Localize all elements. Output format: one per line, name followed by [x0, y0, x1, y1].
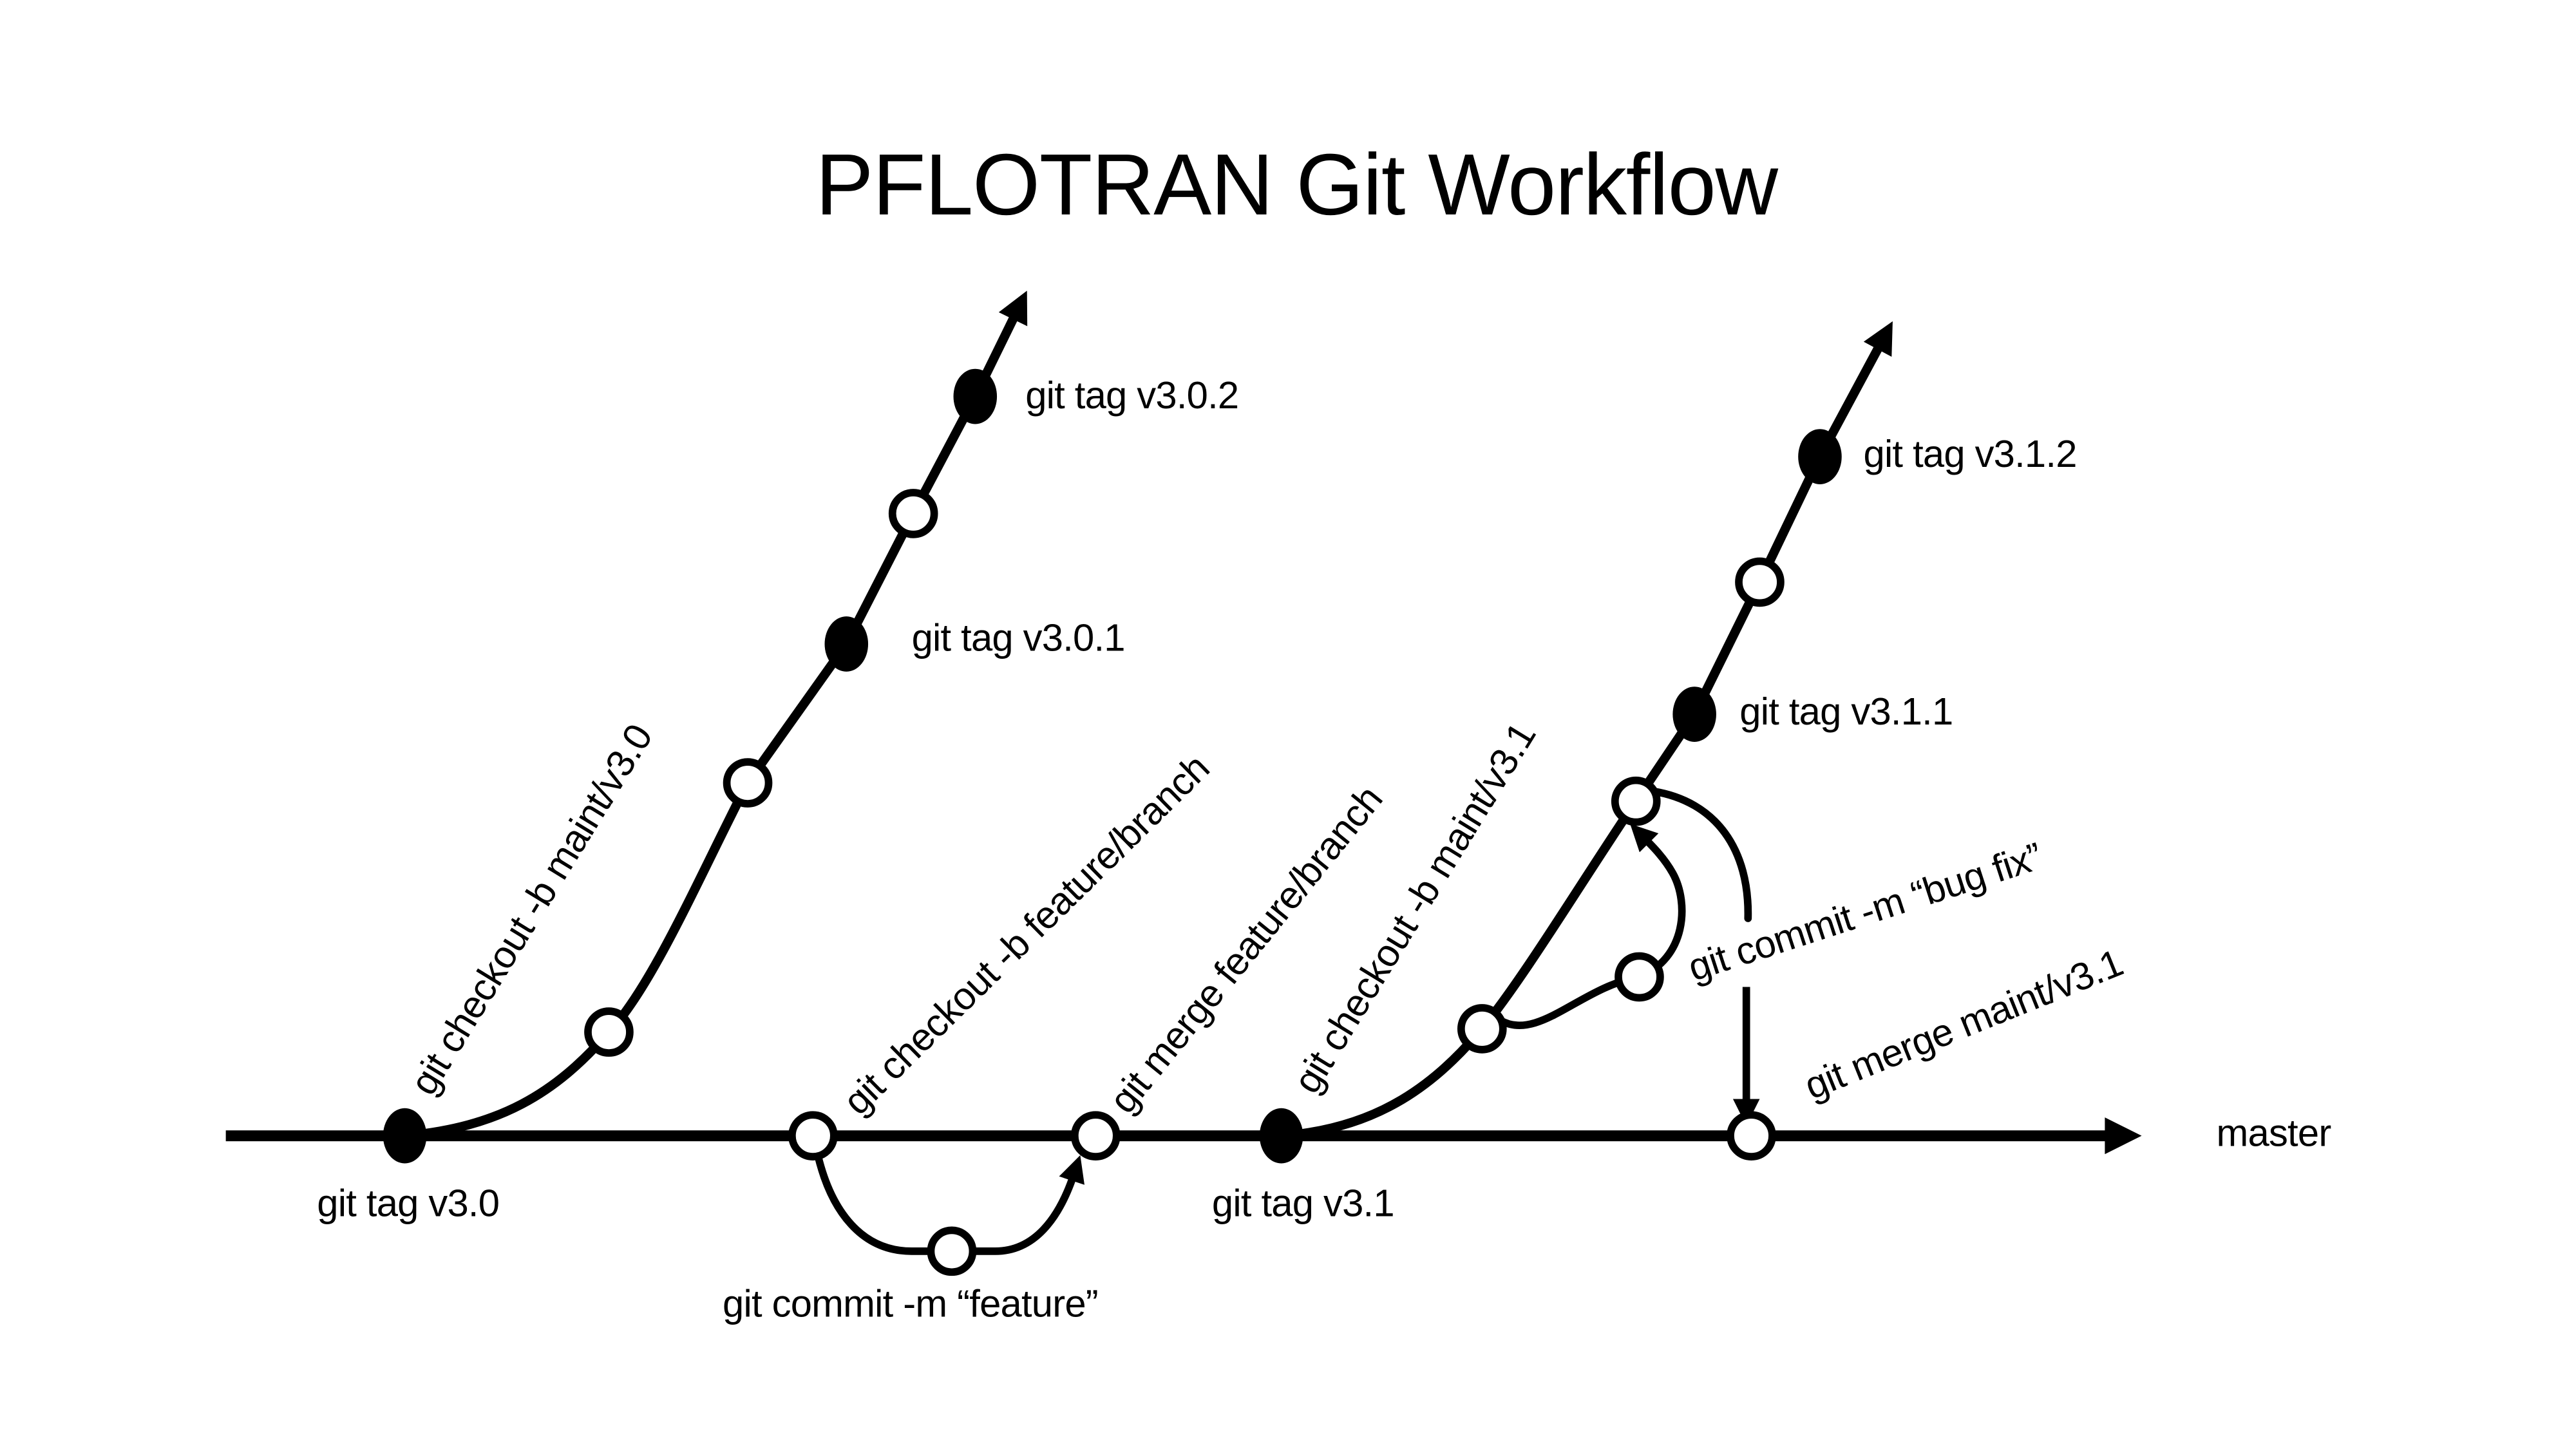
- commit-node-maint31-3: [1735, 557, 1785, 607]
- tag-label-v312: git tag v3.1.2: [1864, 432, 2077, 475]
- tag-label-v302: git tag v3.0.2: [1025, 374, 1238, 417]
- commit-node-bug-fix-work: [1615, 952, 1664, 1002]
- commit-node-feature-start: [788, 1111, 838, 1160]
- commit-feature-arrow: [814, 1151, 1084, 1255]
- tagged-commit-node-v31: [1259, 1108, 1303, 1164]
- merge-maint-v31-arrow: [1649, 787, 1760, 1126]
- tag-label-v31: git tag v3.1: [1212, 1181, 1394, 1224]
- merge-maint-v31-arrow-arc: [1649, 787, 1752, 922]
- tagged-commit-node-v30: [383, 1108, 427, 1164]
- diagram-title: PFLOTRAN Git Workflow: [815, 136, 1778, 233]
- tagged-commit-node-v312: [1798, 429, 1842, 484]
- commit-bug-fix-arrow: [1497, 824, 1686, 1030]
- tagged-commit-node-v311: [1672, 687, 1716, 742]
- tagged-commit-node-v302: [953, 368, 998, 424]
- commit-node-maint30-1: [584, 1007, 634, 1057]
- tag-label-v301: git tag v3.0.1: [912, 616, 1125, 659]
- tag-label-v311: git tag v3.1.1: [1739, 690, 1953, 733]
- command-label-checkout-maint-v31: git checkout -b maint/v3.1: [1285, 715, 1544, 1101]
- commit-node-maint30-2: [723, 758, 773, 808]
- tag-label-v30: git tag v3.0: [317, 1181, 499, 1224]
- commit-node-feature-merge: [1070, 1111, 1121, 1160]
- command-label-commit-feature: git commit -m “feature”: [723, 1282, 1098, 1325]
- commit-node-maint31-1: [1457, 1004, 1507, 1054]
- commit-node-maint31-2: [1611, 776, 1661, 826]
- tagged-commit-node-v301: [824, 616, 869, 672]
- commit-node-maint30-3: [888, 489, 938, 538]
- master-branch-label: master: [2217, 1111, 2331, 1154]
- commit-node-feature-work: [927, 1226, 977, 1276]
- commit-node-maint-merge: [1727, 1111, 1776, 1160]
- command-label-merge-maint-v31: git merge maint/v3.1: [1799, 941, 2128, 1108]
